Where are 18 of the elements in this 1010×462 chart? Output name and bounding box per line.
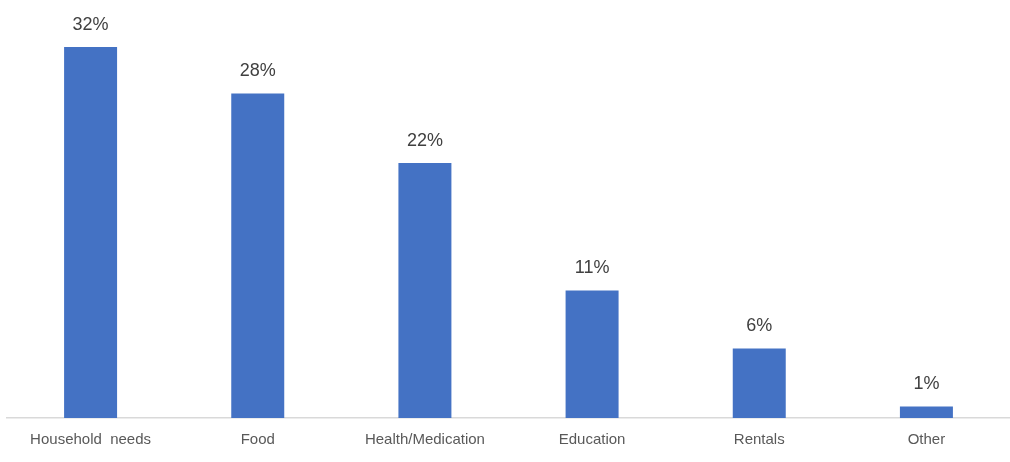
bar [732,348,786,418]
x-tick-label: Household needs [30,430,152,448]
x-tick-label: Other [907,430,946,448]
bar [64,47,118,418]
bar [231,93,285,418]
data-label: 1% [913,373,940,394]
bar [565,290,619,418]
data-label: 11% [574,257,610,278]
x-tick-label: Rentals [733,430,785,448]
bar [398,162,452,418]
x-tick-label: Education [558,430,626,448]
data-label: 28% [239,60,276,81]
x-tick-label: Health/Medication [364,430,485,448]
x-tick-label: Food [240,430,275,448]
data-label: 22% [406,129,443,150]
data-label: 32% [72,13,109,34]
bar [899,406,953,418]
data-label: 6% [746,315,773,336]
